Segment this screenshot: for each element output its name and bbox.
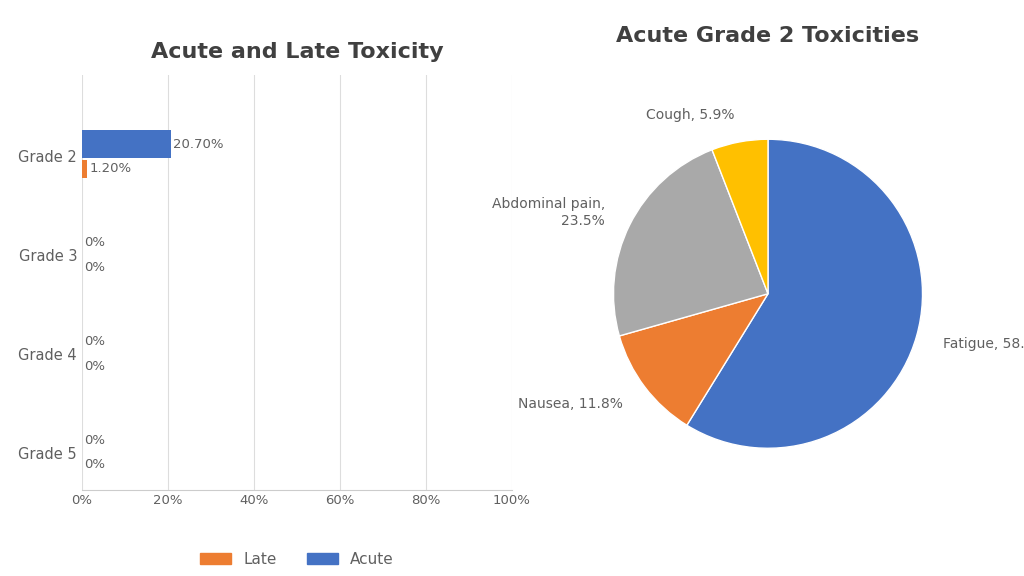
Bar bbox=[82, 130, 171, 158]
Text: Cough, 5.9%: Cough, 5.9% bbox=[646, 108, 734, 122]
Title: Acute and Late Toxicity: Acute and Late Toxicity bbox=[151, 42, 443, 62]
Text: 0%: 0% bbox=[84, 458, 105, 471]
Text: Fatigue, 58.8%: Fatigue, 58.8% bbox=[943, 336, 1024, 351]
Wedge shape bbox=[620, 294, 768, 425]
Text: Abdominal pain,
23.5%: Abdominal pain, 23.5% bbox=[492, 198, 605, 228]
Text: 1.20%: 1.20% bbox=[89, 162, 131, 175]
Legend: Late, Acute: Late, Acute bbox=[195, 546, 399, 573]
Bar bbox=[82, 160, 87, 177]
Text: 0%: 0% bbox=[84, 236, 105, 249]
Text: 0%: 0% bbox=[84, 359, 105, 373]
Text: Nausea, 11.8%: Nausea, 11.8% bbox=[518, 397, 623, 411]
Text: 0%: 0% bbox=[84, 261, 105, 274]
Wedge shape bbox=[687, 139, 923, 448]
Wedge shape bbox=[712, 139, 768, 294]
Text: 0%: 0% bbox=[84, 335, 105, 348]
Text: 20.70%: 20.70% bbox=[173, 138, 223, 150]
Wedge shape bbox=[613, 150, 768, 336]
Title: Acute Grade 2 Toxicities: Acute Grade 2 Toxicities bbox=[616, 25, 920, 46]
Text: 0%: 0% bbox=[84, 434, 105, 447]
